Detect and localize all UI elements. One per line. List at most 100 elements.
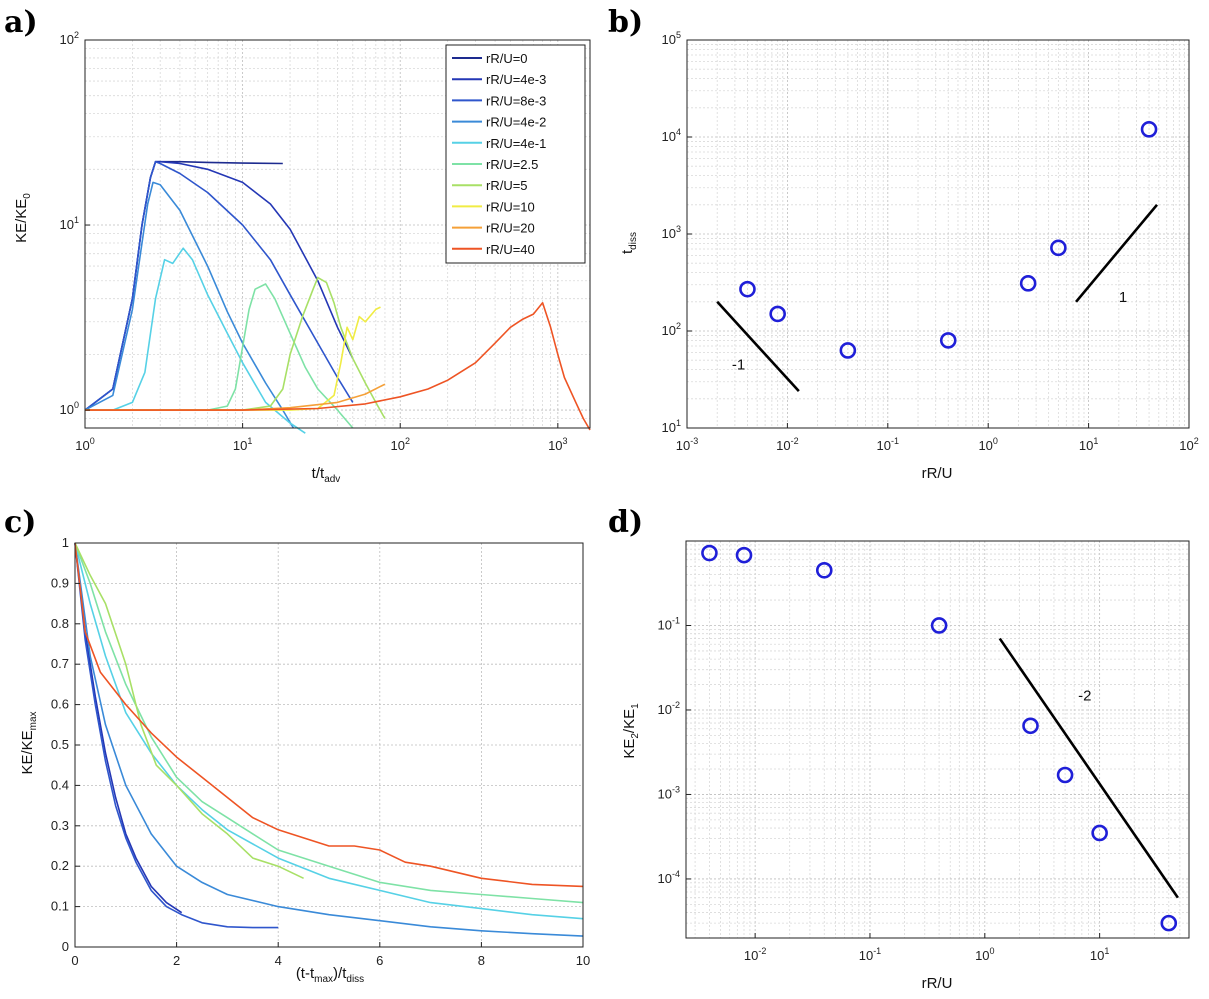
y-tick-label: 0.9	[51, 575, 69, 590]
x-tick-label: 101	[233, 436, 252, 453]
series-line-7	[85, 306, 381, 411]
x-tick-label: 101	[1079, 436, 1098, 453]
series-line-0	[84, 160, 283, 411]
legend-label-5: rR/U=2.5	[486, 157, 538, 172]
panel-d-frame	[685, 540, 1190, 939]
panel-c: c) 0 2 4 6 8 1000.10.20.30.40.50.60.70.80.91 …	[4, 505, 590, 985]
series-line-1	[84, 160, 354, 411]
panel-b-points	[739, 121, 1158, 359]
y-tick-label: 0.4	[51, 777, 69, 792]
y-tick-label: 10-4	[658, 869, 680, 886]
legend-label-3: rR/U=4e-2	[486, 115, 546, 130]
y-tick-label: 0.1	[51, 899, 69, 914]
x-tick-label: 100	[975, 946, 994, 963]
legend-label-2: rR/U=8e-3	[486, 93, 546, 108]
y-tick-label: 0.2	[51, 858, 69, 873]
x-tick-label: 102	[390, 436, 409, 453]
x-tick-label: 6	[376, 953, 383, 968]
y-tick-label: 10-3	[658, 784, 680, 801]
series-line-2	[84, 160, 354, 411]
y-tick-label: 103	[662, 224, 681, 241]
x-tick-label: 0	[71, 953, 78, 968]
panel-b-grid	[686, 39, 1190, 429]
x-tick-label: 102	[1179, 436, 1198, 453]
panel-b: b) -1 1 10-3 10-2 10-1 100 101 102 101 102 103 104…	[608, 5, 1199, 482]
x-tick-label: 10-1	[859, 946, 881, 963]
data-point-0	[701, 544, 718, 562]
series-line-5	[85, 283, 354, 429]
y-tick-label: 10-2	[658, 700, 680, 717]
panel-a-frame	[84, 39, 591, 429]
panel-d-ticks: 10-2 10-1 100 101 10-4 10-3 10-2 10-1	[658, 615, 1110, 963]
y-tick-label: 0.6	[51, 697, 69, 712]
x-tick-label: 2	[173, 953, 180, 968]
y-tick-label: 101	[662, 418, 681, 435]
series-line-1	[74, 542, 279, 929]
x-tick-label: 10-1	[877, 436, 899, 453]
legend-label-4: rR/U=4e-1	[486, 136, 546, 151]
x-tick-label: 4	[275, 953, 282, 968]
x-tick-label: 10-3	[676, 436, 698, 453]
y-tick-label: 1	[62, 535, 69, 550]
legend-label-7: rR/U=10	[486, 199, 535, 214]
y-tick-label: 101	[60, 215, 79, 232]
y-tick-label: 105	[662, 30, 681, 47]
y-tick-label: 0.7	[51, 656, 69, 671]
series-line-3	[84, 181, 295, 429]
series-line-5	[74, 542, 304, 880]
panel-d-slope-lines: -2	[998, 637, 1179, 899]
panel-d: d) -2 10-2 10-1 100 101 10-4 10-3 10-2 10-1 rR/…	[608, 505, 1190, 992]
slope-line-0	[998, 637, 1179, 899]
series-line-0	[74, 542, 183, 914]
panel-b-slope-lines: -1 1	[716, 203, 1158, 392]
series-line-2	[74, 542, 584, 937]
legend-label-1: rR/U=4e-3	[486, 72, 546, 87]
y-tick-label: 0	[62, 939, 69, 954]
series-line-6	[74, 542, 584, 888]
data-point-5	[1050, 239, 1067, 257]
panel-a-grid	[84, 39, 590, 429]
panel-a-legend: rR/U=0 rR/U=4e-3 rR/U=8e-3 rR/U=4e-2 rR/U=4e…	[445, 44, 586, 264]
series-line-4	[74, 542, 584, 904]
legend-label-6: rR/U=5	[486, 178, 528, 193]
legend-label-9: rR/U=40	[486, 242, 535, 257]
data-point-4	[1019, 275, 1037, 292]
panel-c-series	[74, 542, 584, 937]
panel-a-ylabel: KE/KE0	[13, 193, 33, 243]
y-tick-label: 104	[662, 127, 681, 144]
panel-a-xlabel: t/tadv	[312, 465, 341, 485]
panel-d-ylabel: KE2/KE1	[621, 703, 641, 759]
y-tick-label: 102	[662, 321, 681, 338]
data-point-2	[839, 342, 857, 359]
panel-d-letter: d)	[608, 505, 643, 540]
panel-d-xlabel: rR/U	[922, 975, 953, 992]
panel-b-frame	[686, 39, 1190, 429]
legend-label-0: rR/U=0	[486, 51, 528, 66]
slope-label-1: 1	[1119, 289, 1127, 306]
data-point-3	[930, 617, 948, 634]
data-point-6	[1091, 824, 1108, 842]
x-tick-label: 10-2	[776, 436, 798, 453]
series-line-6	[85, 276, 386, 419]
x-tick-label: 101	[1090, 946, 1109, 963]
panel-c-ylabel: KE/KEmax	[19, 711, 39, 774]
y-tick-label: 10-1	[658, 615, 680, 632]
data-point-0	[739, 280, 756, 298]
x-tick-label: 10-2	[744, 946, 766, 963]
slope-label-0: -2	[1078, 687, 1091, 704]
legend-label-8: rR/U=20	[486, 221, 535, 236]
x-tick-label: 100	[978, 436, 997, 453]
slope-line-1	[1075, 203, 1158, 303]
panel-a-letter: a)	[4, 5, 38, 40]
data-point-2	[815, 561, 833, 579]
series-line-9	[85, 301, 591, 431]
x-tick-label: 100	[75, 436, 94, 453]
panel-c-xlabel: (t-tmax)/tdiss	[296, 965, 364, 985]
panel-b-ticks: 10-3 10-2 10-1 100 101 102 101 102 103 104 105	[662, 30, 1199, 453]
panel-b-letter: b)	[608, 5, 643, 40]
panel-d-grid	[686, 540, 1190, 939]
y-tick-label: 0.5	[51, 737, 69, 752]
panel-a-series	[84, 160, 591, 434]
panel-d-points	[701, 544, 1178, 932]
